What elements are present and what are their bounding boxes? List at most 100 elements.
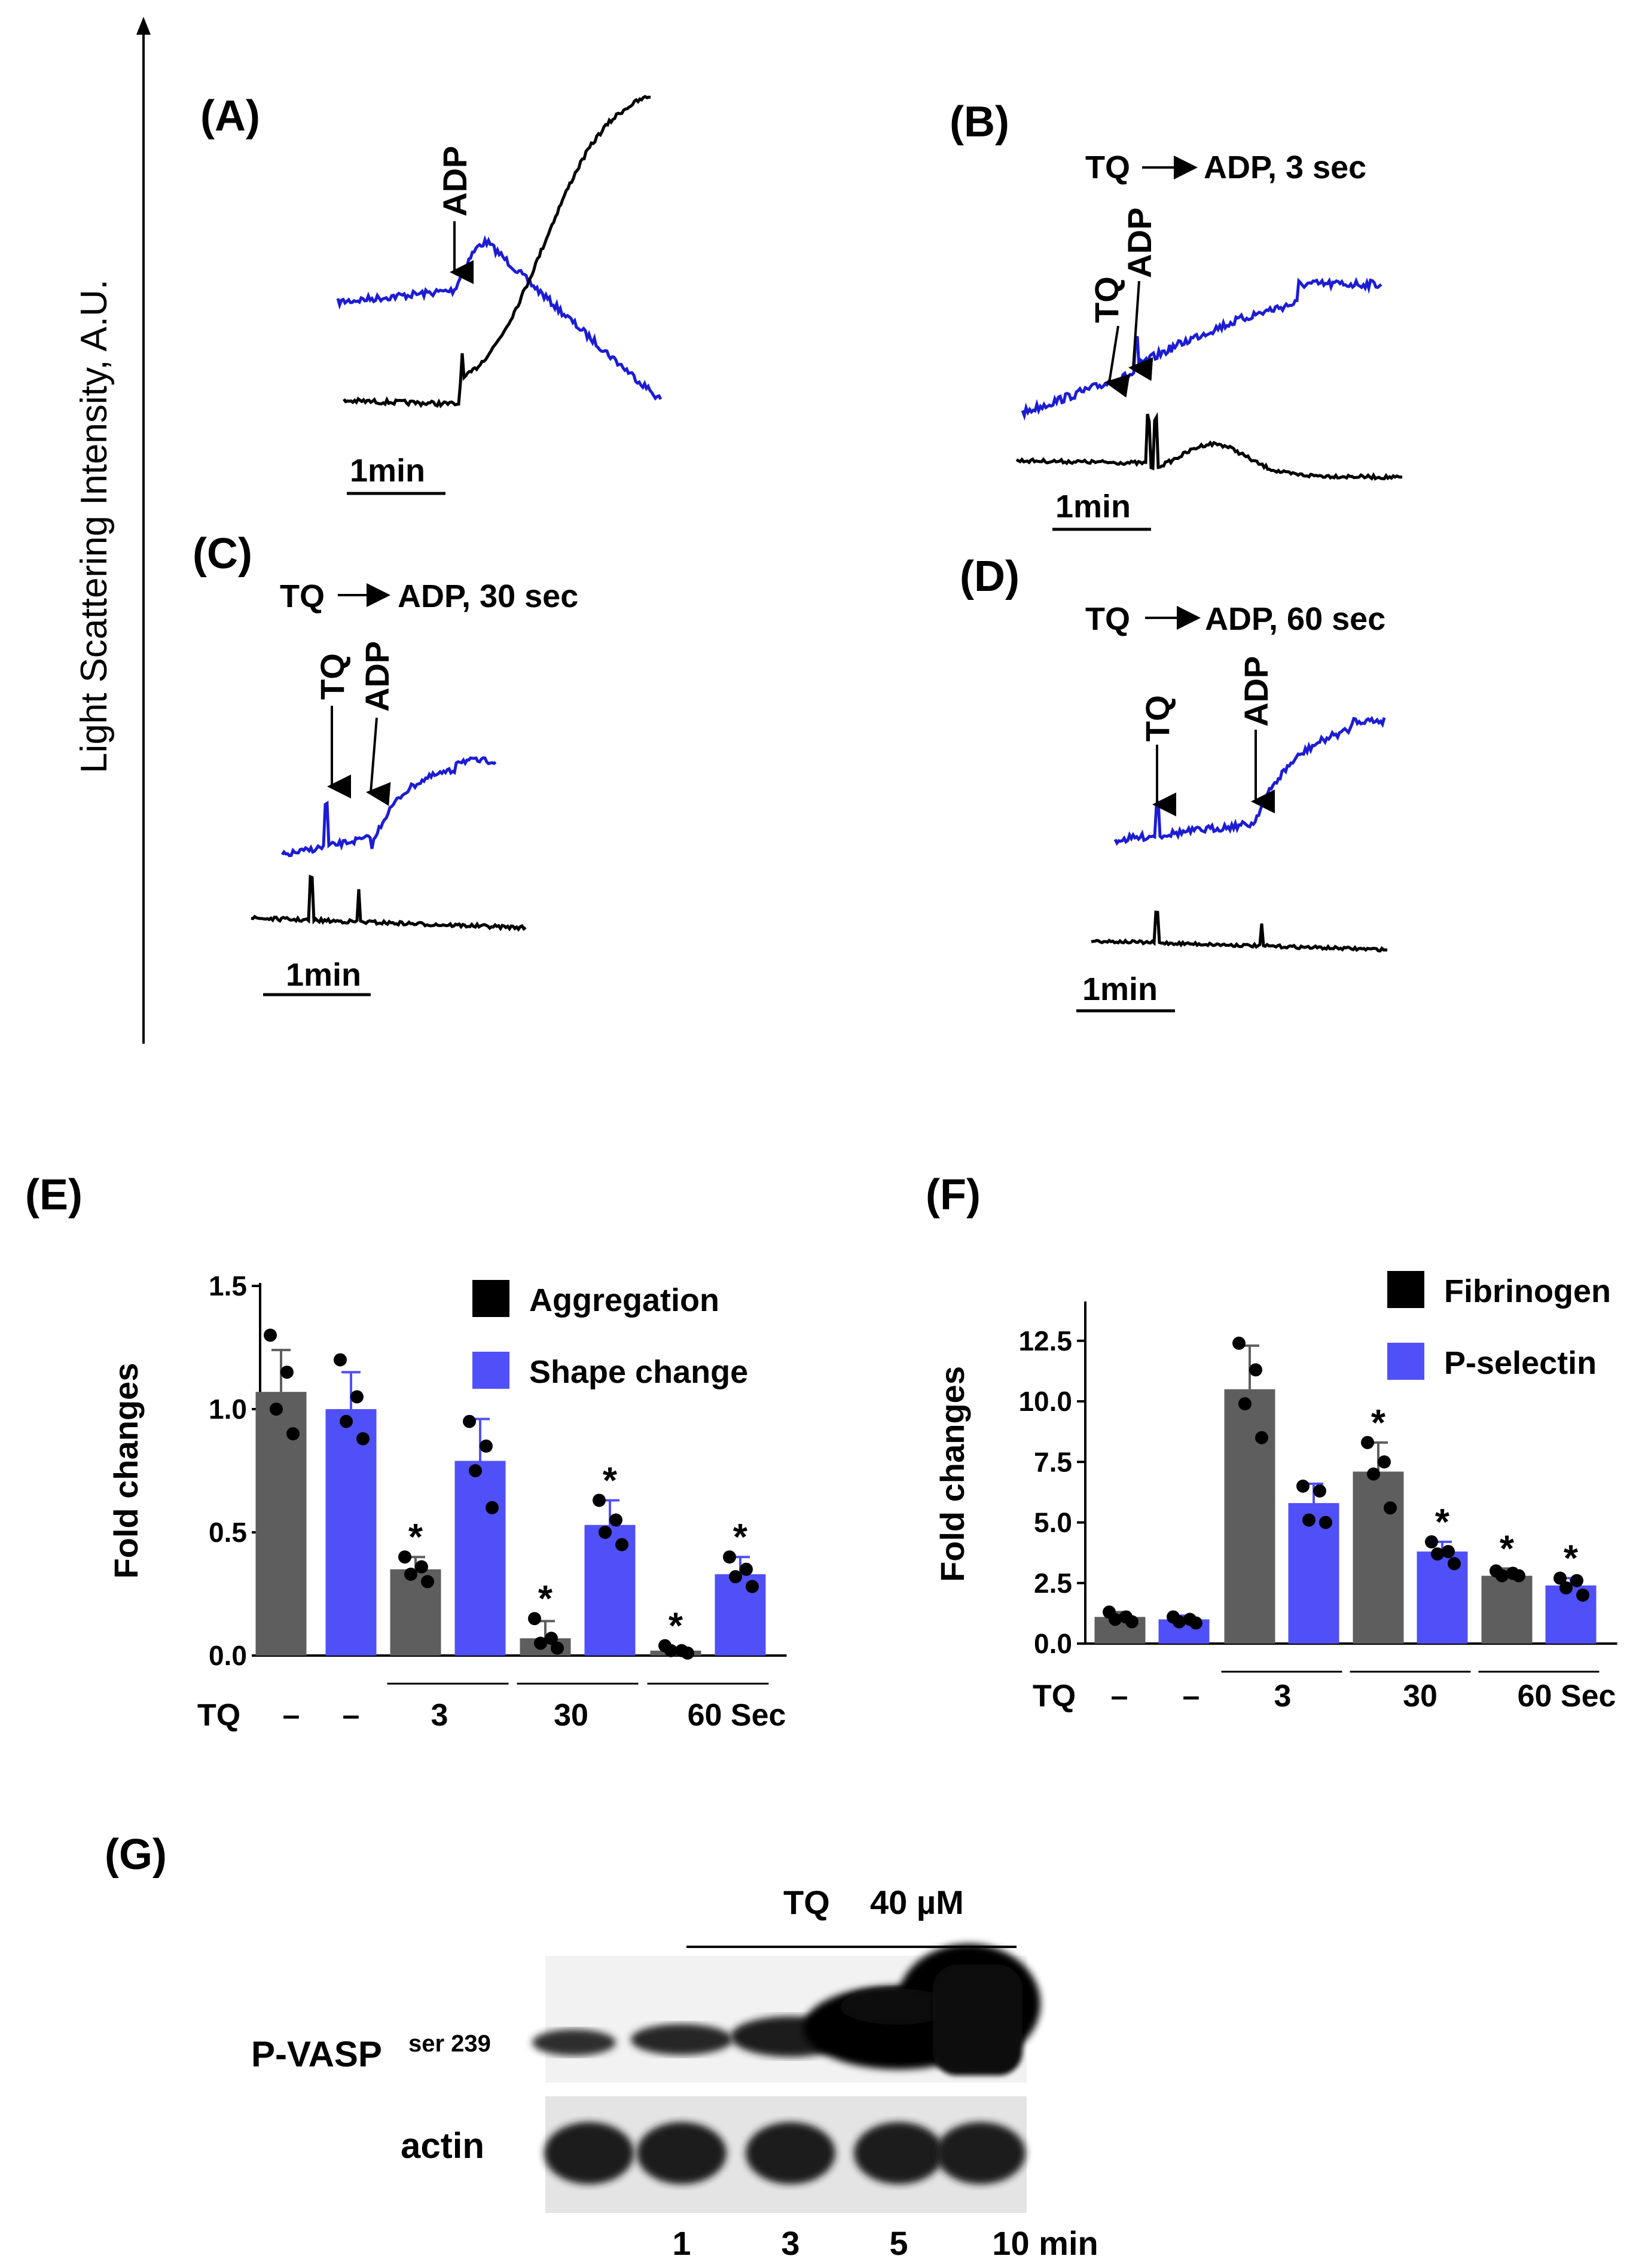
data-point (1361, 1435, 1374, 1449)
blot-treatment: TQ (783, 1883, 830, 1921)
x-tick-label: – (283, 1698, 300, 1733)
x-tick-label: 3 (431, 1698, 448, 1733)
actin-label: actin (401, 2126, 484, 2166)
data-point (1319, 1516, 1332, 1529)
significance-mark: * (733, 1517, 748, 1558)
data-point (1173, 1615, 1186, 1629)
panel-e-label: (E) (25, 1171, 83, 1219)
data-point (1367, 1467, 1380, 1481)
y-axis-label: Fold changes (107, 1363, 145, 1579)
x-axis-prefix: TQ (1033, 1679, 1076, 1714)
panel-b-scale-label: 1min (1055, 489, 1131, 525)
panel-b: (B) TQ ADP, 3 sec TQ ADP 1min (950, 98, 1403, 531)
x-tick-label: 3 (1274, 1679, 1292, 1714)
data-point (350, 1390, 364, 1404)
y-tick-label: 0.0 (209, 1640, 247, 1671)
data-point (681, 1646, 694, 1660)
panel-g-label: (G) (105, 1831, 167, 1879)
actin-band (637, 2122, 727, 2184)
significance-mark: * (1564, 1538, 1579, 1580)
y-tick-label: 1.0 (209, 1394, 247, 1425)
lane-label-3: 3 (781, 2224, 799, 2262)
data-point (1495, 1569, 1509, 1583)
panel-d-title-rest: ADP, 60 sec (1205, 601, 1385, 637)
panel-d-aggregation-trace (1091, 910, 1388, 953)
data-point (280, 1365, 294, 1379)
pvasp-band (532, 2029, 616, 2056)
panel-b-aggregation-trace (1015, 411, 1403, 481)
actin-band (544, 2122, 634, 2184)
data-point (356, 1432, 370, 1446)
data-point (286, 1427, 300, 1441)
bar (454, 1461, 506, 1656)
y-tick-label: 12.5 (1018, 1325, 1072, 1356)
data-point (1448, 1557, 1461, 1571)
data-point (1431, 1547, 1444, 1561)
data-point (615, 1538, 628, 1551)
panel-c-adp-label: ADP (358, 641, 396, 712)
data-point (746, 1580, 759, 1593)
bar (1481, 1575, 1533, 1644)
legend-swatch (1387, 1343, 1424, 1380)
x-tick-label: 60 Sec (688, 1698, 786, 1733)
data-point (486, 1501, 499, 1514)
y-tick-label: 7.5 (1034, 1446, 1072, 1477)
y-tick-label: 0.0 (1034, 1628, 1072, 1659)
data-point (1125, 1615, 1139, 1629)
legend-swatch (472, 1280, 509, 1317)
panel-a-adp-label: ADP (436, 146, 474, 217)
x-tick-label: – (1183, 1679, 1200, 1714)
data-point (729, 1570, 742, 1584)
data-point (534, 1636, 547, 1650)
x-axis-prefix: TQ (197, 1698, 240, 1733)
significance-mark: * (538, 1578, 553, 1620)
data-point (1296, 1479, 1310, 1493)
panel-c-title-rest: ADP, 30 sec (398, 578, 578, 614)
actin-band (854, 2122, 944, 2184)
x-tick-label: – (343, 1698, 360, 1733)
pvasp-band (631, 2024, 732, 2055)
data-point (1302, 1513, 1316, 1527)
data-point (421, 1575, 434, 1589)
data-point (1553, 1571, 1567, 1585)
data-point (404, 1568, 417, 1581)
chart-e: (E) 0.0 0.5 1.0 1.5 Fold changes * * * * * TQ – – 3 30 6… (25, 1171, 787, 1733)
data-point (1378, 1455, 1391, 1469)
panel-b-tq-label: TQ (1088, 276, 1125, 323)
significance-mark: * (1371, 1403, 1386, 1444)
panel-a-label: (A) (200, 92, 260, 140)
bar (1224, 1389, 1275, 1644)
panel-c-tq-label: TQ (313, 653, 351, 700)
significance-mark: * (1500, 1528, 1515, 1569)
panel-b-title-rest: ADP, 3 sec (1204, 150, 1366, 185)
data-point (334, 1353, 347, 1367)
panel-b-adp-label: ADP (1121, 208, 1158, 278)
y-tick-label: 5.0 (1034, 1507, 1072, 1538)
data-point (340, 1415, 353, 1428)
significance-mark: * (1435, 1502, 1450, 1543)
western-blot: (G) TQ 40 µM P-VASP ser 239 actin 1 3 5 … (105, 1831, 1098, 2262)
data-point (528, 1612, 541, 1626)
panel-f-label: (F) (926, 1171, 981, 1219)
panel-d-adp-label: ADP (1237, 656, 1275, 727)
blot-dose: 40 µM (870, 1883, 964, 1921)
panel-c-scale-label: 1min (286, 957, 361, 993)
data-point (1313, 1484, 1326, 1498)
x-tick-label: 30 (554, 1698, 588, 1733)
x-tick-label: – (1111, 1679, 1128, 1714)
y-tick-label: 10.0 (1018, 1386, 1072, 1417)
legend-swatch (1387, 1271, 1424, 1308)
data-point (1232, 1336, 1246, 1350)
data-point (609, 1513, 622, 1527)
chart-f: (F) 0.0 2.5 5.0 7.5 10.0 12.5 Fold changes * * * * T… (926, 1171, 1617, 1714)
y-axis-label: Light Scattering Intensity, A.U. (74, 279, 115, 773)
data-point (480, 1439, 493, 1453)
data-point (1442, 1545, 1455, 1559)
panel-b-shape-trace (1021, 277, 1382, 421)
light-scattering-traces: Light Scattering Intensity, A.U. (A) ADP… (74, 17, 1403, 1044)
lane-label-10-min: 10 min (992, 2224, 1098, 2262)
pvasp-band-saturated (933, 1965, 1023, 2075)
data-point (664, 1644, 677, 1657)
y-axis-label: Fold changes (933, 1366, 971, 1582)
